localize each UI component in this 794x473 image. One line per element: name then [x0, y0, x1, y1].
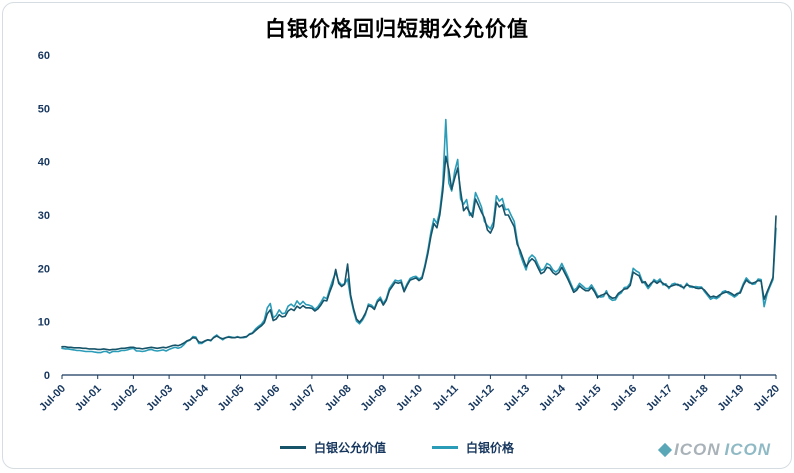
price-line-swatch [432, 446, 458, 449]
chart-title: 白银价格回归短期公允价值 [265, 18, 529, 41]
x-axis-tick-label: Jul-20 [751, 383, 782, 414]
x-axis-tick-label: Jul-08 [323, 383, 354, 414]
x-axis-tick-label: Jul-15 [573, 383, 604, 414]
watermark-text-1: ICON [674, 440, 721, 459]
chart-legend: 白银公允价值 白银价格 [3, 439, 791, 456]
x-axis-tick-label: Jul-17 [644, 383, 675, 414]
x-axis-tick-label: Jul-11 [430, 383, 461, 414]
legend-item-fair-value: 白银公允价值 [279, 439, 386, 456]
x-axis-tick-label: Jul-19 [715, 383, 746, 414]
watermark-text-2: ICON [724, 440, 771, 459]
y-axis-tick-label: 60 [38, 50, 50, 62]
y-axis-tick-label: 40 [38, 157, 50, 169]
y-axis-tick-label: 20 [38, 263, 50, 275]
x-axis-tick-label: Jul-06 [251, 383, 282, 414]
x-axis-tick-label: Jul-03 [144, 383, 175, 414]
y-axis-tick-label: 50 [38, 103, 50, 115]
price-legend-label: 白银价格 [466, 441, 515, 455]
fair-value-line-swatch [279, 446, 306, 449]
x-axis-tick-label: Jul-18 [680, 383, 711, 414]
chart-area: 0 10 20 30 40 50 60 Jul-00 Jul-01 Jul-02 Jul-03 Jul… [4, 45, 790, 423]
x-axis-tick-label: Jul-02 [109, 383, 140, 414]
fair-value-legend-label: 白银公允价值 [313, 441, 386, 455]
x-axis-tick-label: Jul-10 [394, 383, 425, 414]
legend-item-price: 白银价格 [432, 439, 514, 456]
x-axis-tick-label: Jul-05 [216, 383, 247, 414]
x-axis-tick-label: Jul-14 [537, 382, 569, 414]
x-axis-tick-label: Jul-07 [287, 383, 318, 414]
x-axis-tick-label: Jul-01 [73, 383, 104, 414]
series-line-fair-value [61, 155, 777, 351]
x-axis-tick-label: Jul-16 [608, 383, 639, 414]
x-axis-tick-label: Jul-04 [180, 382, 212, 414]
x-axis-tick-label: Jul-12 [466, 383, 497, 414]
y-axis-tick-label: 30 [38, 210, 50, 222]
x-axis-tick-label: Jul-09 [358, 383, 389, 414]
series-line-price [61, 118, 777, 354]
y-axis-tick-label: 0 [44, 370, 50, 382]
watermark-diamond-icon [657, 442, 673, 458]
x-axis-tick-label: Jul-00 [37, 383, 68, 414]
x-axis-tick-label: Jul-13 [501, 383, 532, 414]
watermark-logo: ICON ICON [657, 440, 771, 460]
y-axis-tick-label: 10 [38, 317, 50, 329]
